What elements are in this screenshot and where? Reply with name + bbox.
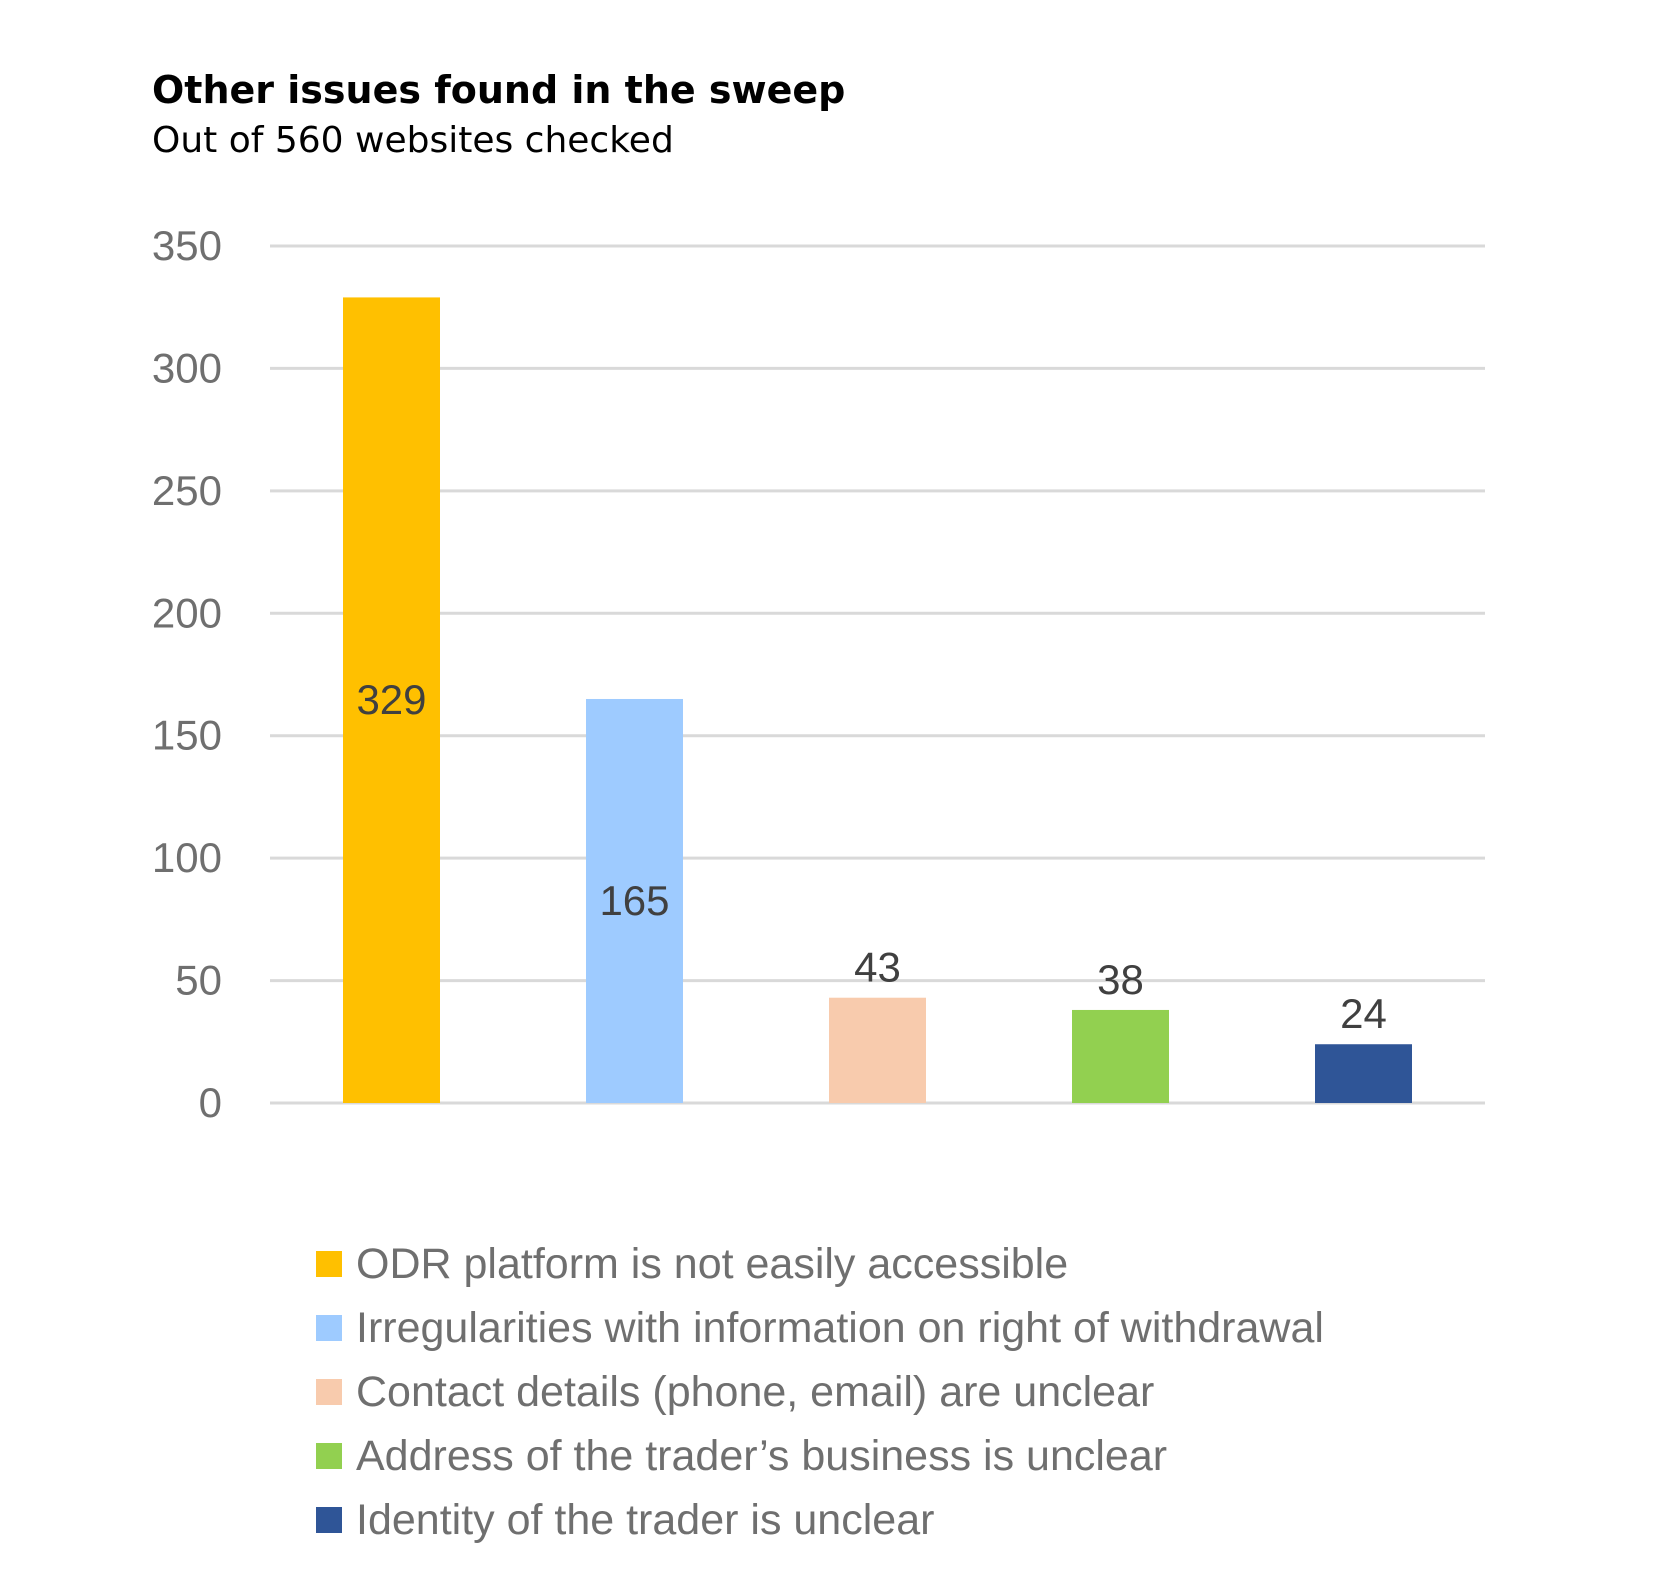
legend-label: Address of the trader’s business is uncl… <box>356 1431 1168 1480</box>
bar-value-label: 38 <box>1097 956 1144 1003</box>
bar-value-label: 165 <box>599 877 669 924</box>
legend-swatch <box>316 1507 342 1533</box>
y-tick-label: 250 <box>152 467 222 514</box>
y-tick-label: 200 <box>152 589 222 636</box>
chart-title: Other issues found in the sweep <box>152 68 846 112</box>
y-tick-label: 150 <box>152 712 222 759</box>
legend-label: ODR platform is not easily accessible <box>356 1239 1069 1288</box>
legend-label: Irregularities with information on right… <box>356 1303 1324 1352</box>
legend-swatch <box>316 1251 342 1277</box>
legend-item: ODR platform is not easily accessible <box>316 1232 1324 1296</box>
legend-swatch <box>316 1379 342 1405</box>
y-tick-label: 350 <box>152 222 222 269</box>
legend-item: Irregularities with information on right… <box>316 1296 1324 1360</box>
bar-value-label: 43 <box>854 944 901 991</box>
bar-value-label: 329 <box>356 676 426 723</box>
legend-item: Contact details (phone, email) are uncle… <box>316 1360 1324 1424</box>
y-tick-label: 300 <box>152 344 222 391</box>
bar-value-label: 24 <box>1340 990 1387 1037</box>
y-tick-label: 100 <box>152 834 222 881</box>
legend-label: Contact details (phone, email) are uncle… <box>356 1367 1155 1416</box>
bar <box>1072 1009 1169 1103</box>
legend-item: Identity of the trader is unclear <box>316 1488 1324 1552</box>
legend-swatch <box>316 1315 342 1341</box>
chart-legend: ODR platform is not easily accessible Irr… <box>316 1232 1324 1552</box>
chart-subtitle: Out of 560 websites checked <box>152 120 674 161</box>
bar <box>1315 1044 1412 1103</box>
bar <box>586 698 683 1103</box>
bar <box>343 297 440 1103</box>
y-tick-label: 50 <box>175 957 222 1004</box>
bar <box>829 997 926 1103</box>
legend-item: Address of the trader’s business is uncl… <box>316 1424 1324 1488</box>
y-tick-label: 0 <box>199 1079 222 1126</box>
legend-swatch <box>316 1443 342 1469</box>
legend-label: Identity of the trader is unclear <box>356 1495 935 1544</box>
